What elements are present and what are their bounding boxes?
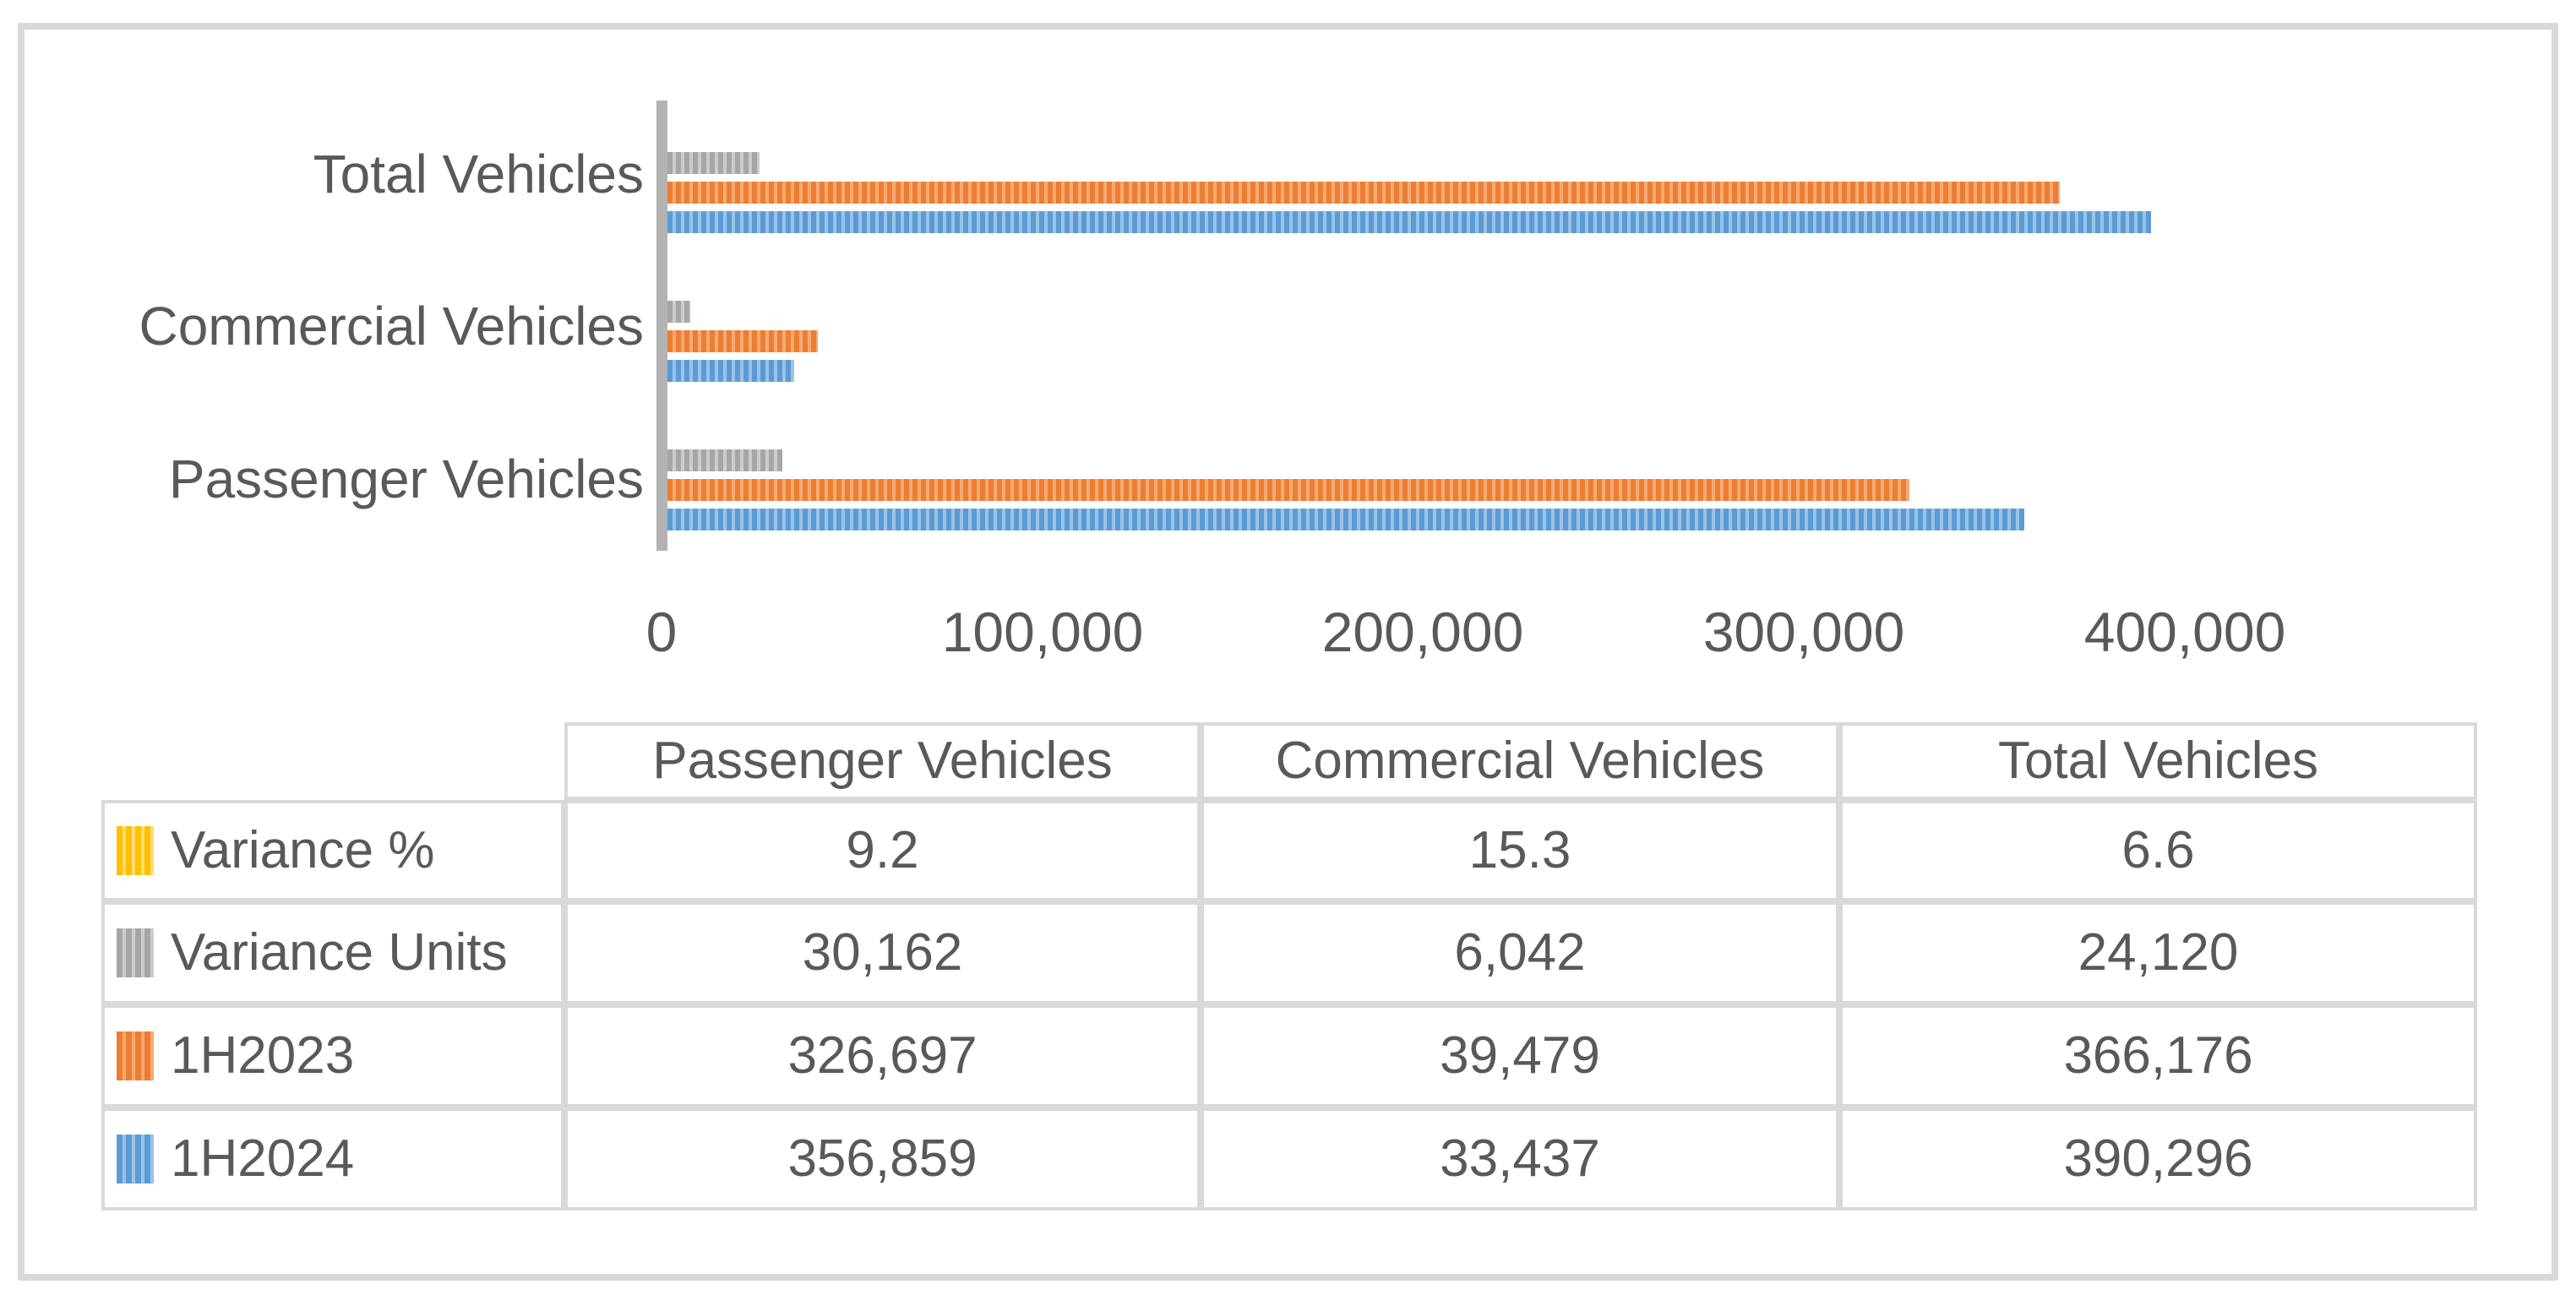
- table-row-header-1h2023: 1H2023: [101, 1004, 564, 1107]
- table-row-label: 1H2023: [171, 1026, 355, 1085]
- category-label-commercial-vehicles: Commercial Vehicles: [139, 296, 644, 356]
- table-cell: 6.6: [1839, 800, 2477, 901]
- table-row-label: 1H2024: [171, 1129, 355, 1188]
- x-axis-tick-300000: 300,000: [1702, 601, 1905, 663]
- bar-1h2023-passenger-vehicles: [667, 479, 1909, 501]
- legend-swatch-variance-pct-icon: [117, 826, 154, 875]
- table-cell: 390,296: [1839, 1107, 2477, 1211]
- x-axis-tick-400000: 400,000: [2083, 601, 2286, 663]
- table-cell: 39,479: [1201, 1004, 1839, 1107]
- table-cell: 9.2: [564, 800, 1201, 901]
- category-label-total-vehicles: Total Vehicles: [313, 144, 644, 204]
- table-cell: 30,162: [564, 901, 1201, 1004]
- table-cell: 356,859: [564, 1107, 1201, 1211]
- x-axis-tick-0: 0: [645, 601, 678, 663]
- table-cell: 33,437: [1201, 1107, 1839, 1211]
- table-header-passenger-vehicles: Passenger Vehicles: [564, 722, 1201, 800]
- bar-1h2023-commercial-vehicles: [667, 330, 818, 352]
- legend-swatch-variance-units-icon: [117, 928, 154, 977]
- table-row-label: Variance Units: [171, 923, 508, 982]
- x-axis-tick-100000: 100,000: [941, 601, 1144, 663]
- table-cell: 24,120: [1839, 901, 2477, 1004]
- bar-1h2024-total-vehicles: [667, 211, 2151, 233]
- bar-variance-units-passenger-vehicles: [667, 449, 782, 471]
- legend-swatch-1h2024-icon: [117, 1135, 154, 1184]
- x-axis-tick-200000: 200,000: [1321, 601, 1524, 663]
- table-header-total-vehicles: Total Vehicles: [1839, 722, 2477, 800]
- table-cell: 366,176: [1839, 1004, 2477, 1107]
- table-cell: 15.3: [1201, 800, 1839, 901]
- bar-variance-units-commercial-vehicles: [667, 301, 690, 323]
- category-axis-line: [656, 101, 667, 551]
- table-cell: 326,697: [564, 1004, 1201, 1107]
- data-table: Passenger Vehicles Commercial Vehicles T…: [101, 722, 2477, 1211]
- bar-variance-units-total-vehicles: [667, 152, 760, 174]
- bar-1h2024-passenger-vehicles: [667, 509, 2024, 531]
- table-cell: 6,042: [1201, 901, 1839, 1004]
- table-row-header-variance-units: Variance Units: [101, 901, 564, 1004]
- table-header-commercial-vehicles: Commercial Vehicles: [1201, 722, 1839, 800]
- category-label-passenger-vehicles: Passenger Vehicles: [168, 449, 644, 509]
- bar-1h2024-commercial-vehicles: [667, 360, 794, 382]
- table-row-label: Variance %: [171, 821, 435, 879]
- table-row-header-variance-pct: Variance %: [101, 800, 564, 901]
- table-row-header-1h2024: 1H2024: [101, 1107, 564, 1211]
- legend-swatch-1h2023-icon: [117, 1031, 154, 1080]
- bar-1h2023-total-vehicles: [667, 182, 2060, 204]
- table-corner-blank-cell: [101, 722, 564, 800]
